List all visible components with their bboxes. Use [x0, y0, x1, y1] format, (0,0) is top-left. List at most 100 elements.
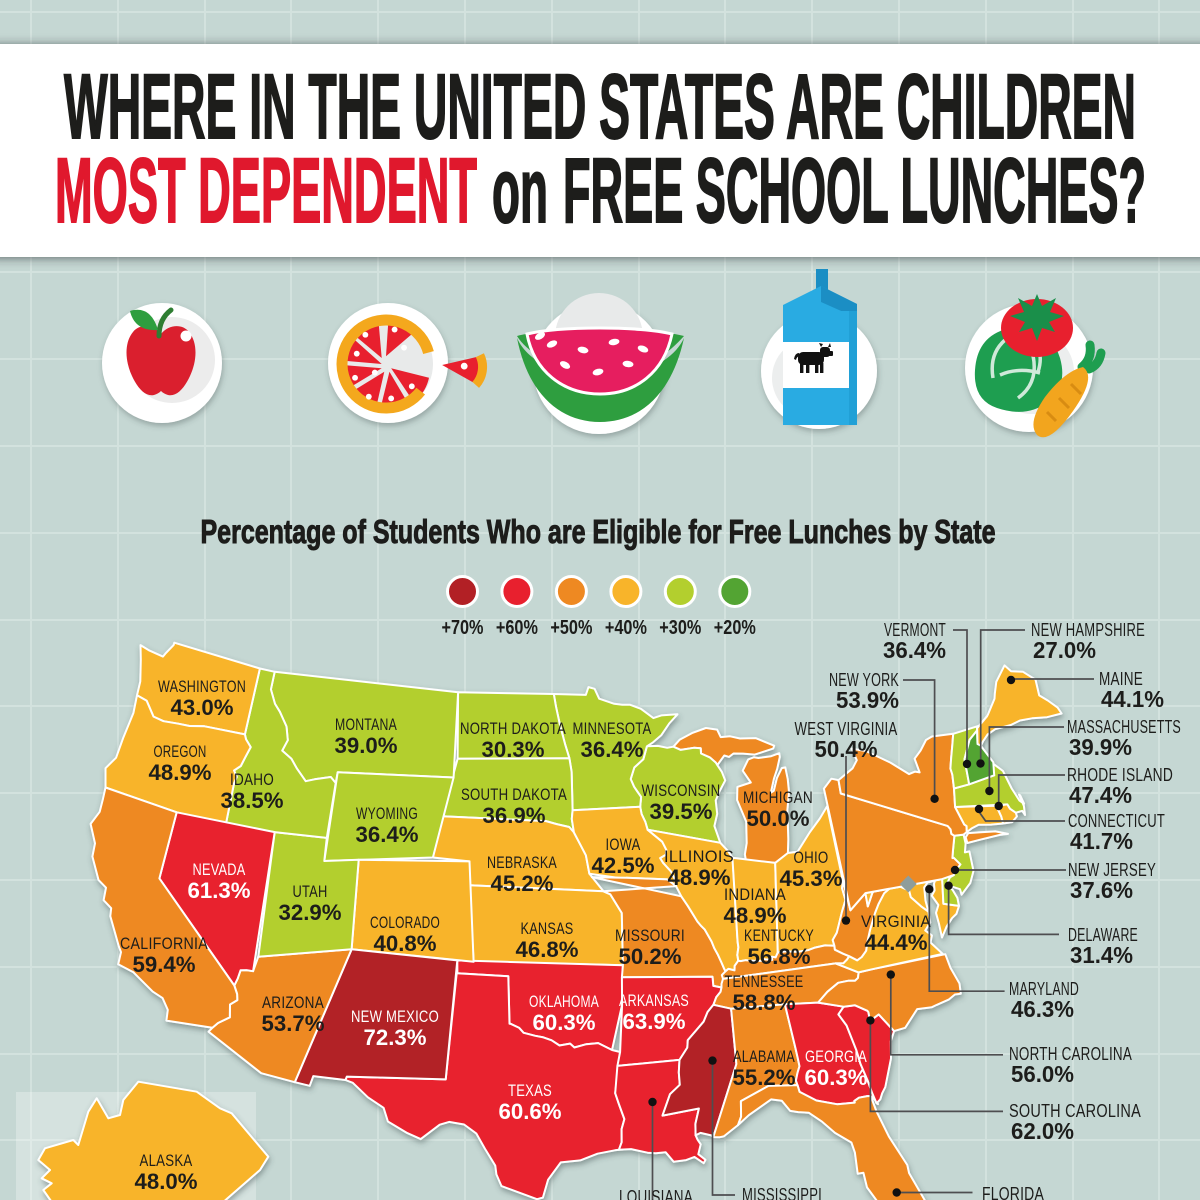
- svg-text:MONTANA: MONTANA: [335, 716, 397, 734]
- svg-text:NEW MEXICO: NEW MEXICO: [351, 1008, 439, 1026]
- svg-text:44.4%: 44.4%: [865, 930, 928, 955]
- svg-text:62.0%: 62.0%: [1011, 1118, 1074, 1144]
- svg-text:SOUTH CAROLINA: SOUTH CAROLINA: [1009, 1100, 1141, 1121]
- svg-text:39.9%: 39.9%: [1069, 734, 1132, 760]
- svg-text:42.5%: 42.5%: [592, 853, 655, 878]
- svg-text:45.2%: 45.2%: [491, 871, 554, 896]
- svg-text:LOUISIANA: LOUISIANA: [619, 1186, 693, 1200]
- svg-text:+30%: +30%: [659, 616, 701, 639]
- svg-text:36.9%: 36.9%: [483, 803, 546, 828]
- svg-text:36.4%: 36.4%: [356, 822, 419, 847]
- svg-text:CONNECTICUT: CONNECTICUT: [1068, 810, 1165, 831]
- svg-text:38.5%: 38.5%: [221, 788, 284, 813]
- svg-text:+60%: +60%: [496, 616, 538, 639]
- svg-text:60.3%: 60.3%: [805, 1065, 868, 1090]
- svg-text:NORTH CAROLINA: NORTH CAROLINA: [1009, 1043, 1132, 1064]
- svg-text:VIRGINIA: VIRGINIA: [861, 913, 931, 931]
- svg-text:UTAH: UTAH: [293, 883, 328, 901]
- svg-text:39.0%: 39.0%: [335, 733, 398, 758]
- svg-text:MAINE: MAINE: [1099, 668, 1143, 689]
- svg-text:NEVADA: NEVADA: [193, 861, 246, 879]
- svg-text:WISCONSIN: WISCONSIN: [642, 782, 721, 800]
- svg-text:TEXAS: TEXAS: [508, 1082, 552, 1100]
- svg-text:OKLAHOMA: OKLAHOMA: [529, 993, 599, 1011]
- svg-text:OHIO: OHIO: [794, 849, 829, 867]
- svg-text:46.3%: 46.3%: [1011, 996, 1074, 1022]
- svg-text:CALIFORNIA: CALIFORNIA: [120, 935, 208, 953]
- svg-text:61.3%: 61.3%: [188, 878, 251, 903]
- svg-text:WHERE IN THE UNITED STATES ARE: WHERE IN THE UNITED STATES ARE CHILDREN: [64, 56, 1136, 158]
- svg-text:MISSOURI: MISSOURI: [615, 927, 685, 945]
- svg-text:50.4%: 50.4%: [815, 736, 878, 762]
- svg-text:MASSACHUSETTS: MASSACHUSETTS: [1067, 716, 1181, 737]
- svg-text:RHODE ISLAND: RHODE ISLAND: [1067, 764, 1173, 785]
- svg-text:NEBRASKA: NEBRASKA: [487, 854, 557, 872]
- svg-text:60.6%: 60.6%: [499, 1099, 562, 1124]
- svg-text:46.8%: 46.8%: [516, 937, 579, 962]
- svg-text:NEW HAMPSHIRE: NEW HAMPSHIRE: [1031, 619, 1145, 640]
- svg-text:72.3%: 72.3%: [364, 1025, 427, 1050]
- svg-text:GEORGIA: GEORGIA: [805, 1048, 867, 1066]
- svg-text:37.6%: 37.6%: [1070, 877, 1133, 903]
- svg-text:41.7%: 41.7%: [1070, 828, 1133, 854]
- svg-text:MINNESOTA: MINNESOTA: [573, 720, 652, 738]
- svg-text:48.9%: 48.9%: [668, 865, 731, 890]
- svg-text:WYOMING: WYOMING: [356, 805, 418, 823]
- svg-text:MISSISSIPPI: MISSISSIPPI: [742, 1184, 822, 1200]
- svg-text:+20%: +20%: [714, 616, 756, 639]
- svg-text:OREGON: OREGON: [154, 743, 207, 761]
- svg-text:48.0%: 48.0%: [135, 1169, 198, 1194]
- svg-text:Percentage of Students Who are: Percentage of Students Who are Eligible …: [201, 513, 996, 550]
- svg-text:FLORIDA: FLORIDA: [982, 1183, 1044, 1200]
- svg-text:56.0%: 56.0%: [1011, 1061, 1074, 1087]
- svg-text:ALASKA: ALASKA: [140, 1152, 193, 1170]
- svg-text:48.9%: 48.9%: [724, 903, 787, 928]
- svg-text:ALABAMA: ALABAMA: [733, 1048, 795, 1066]
- svg-text:50.0%: 50.0%: [747, 806, 810, 831]
- svg-text:MOST DEPENDENT: MOST DEPENDENT: [55, 140, 477, 242]
- svg-text:36.4%: 36.4%: [581, 737, 644, 762]
- svg-text:44.1%: 44.1%: [1101, 686, 1164, 712]
- svg-text:53.7%: 53.7%: [262, 1011, 325, 1036]
- svg-text:27.0%: 27.0%: [1033, 637, 1096, 663]
- svg-text:32.9%: 32.9%: [279, 900, 342, 925]
- svg-text:WASHINGTON: WASHINGTON: [158, 678, 246, 696]
- svg-text:INDIANA: INDIANA: [724, 886, 786, 904]
- svg-text:on: on: [492, 140, 548, 242]
- svg-text:40.8%: 40.8%: [374, 931, 437, 956]
- svg-text:KANSAS: KANSAS: [521, 920, 574, 938]
- svg-text:MARYLAND: MARYLAND: [1009, 978, 1079, 999]
- svg-text:SOUTH DAKOTA: SOUTH DAKOTA: [461, 786, 567, 804]
- svg-text:NEW JERSEY: NEW JERSEY: [1068, 859, 1156, 880]
- svg-text:55.2%: 55.2%: [733, 1065, 796, 1090]
- svg-text:DELAWARE: DELAWARE: [1068, 924, 1138, 945]
- svg-text:+70%: +70%: [442, 616, 484, 639]
- svg-text:30.3%: 30.3%: [482, 737, 545, 762]
- svg-text:+50%: +50%: [550, 616, 592, 639]
- svg-text:47.4%: 47.4%: [1069, 782, 1132, 808]
- svg-text:ARIZONA: ARIZONA: [262, 994, 324, 1012]
- svg-text:TENNESSEE: TENNESSEE: [725, 973, 804, 991]
- svg-text:36.4%: 36.4%: [883, 637, 946, 663]
- svg-text:60.3%: 60.3%: [533, 1010, 596, 1035]
- svg-text:+40%: +40%: [605, 616, 647, 639]
- svg-text:WEST VIRGINIA: WEST VIRGINIA: [795, 718, 898, 739]
- svg-text:58.8%: 58.8%: [733, 990, 796, 1015]
- svg-text:NORTH DAKOTA: NORTH DAKOTA: [460, 720, 566, 738]
- svg-text:ARKANSAS: ARKANSAS: [619, 992, 689, 1010]
- svg-text:53.9%: 53.9%: [836, 687, 899, 713]
- svg-text:45.3%: 45.3%: [780, 866, 843, 891]
- svg-text:50.2%: 50.2%: [619, 944, 682, 969]
- svg-text:39.5%: 39.5%: [650, 799, 713, 824]
- svg-text:VERMONT: VERMONT: [884, 619, 946, 640]
- svg-text:48.9%: 48.9%: [149, 760, 212, 785]
- svg-text:KENTUCKY: KENTUCKY: [744, 927, 814, 945]
- svg-text:31.4%: 31.4%: [1070, 942, 1133, 968]
- svg-text:NEW YORK: NEW YORK: [829, 669, 899, 690]
- svg-text:43.0%: 43.0%: [171, 695, 234, 720]
- svg-text:IOWA: IOWA: [606, 836, 641, 854]
- svg-text:COLORADO: COLORADO: [370, 914, 440, 932]
- svg-text:ILLINOIS: ILLINOIS: [664, 848, 734, 866]
- svg-text:IDAHO: IDAHO: [230, 771, 274, 789]
- svg-text:63.9%: 63.9%: [623, 1009, 686, 1034]
